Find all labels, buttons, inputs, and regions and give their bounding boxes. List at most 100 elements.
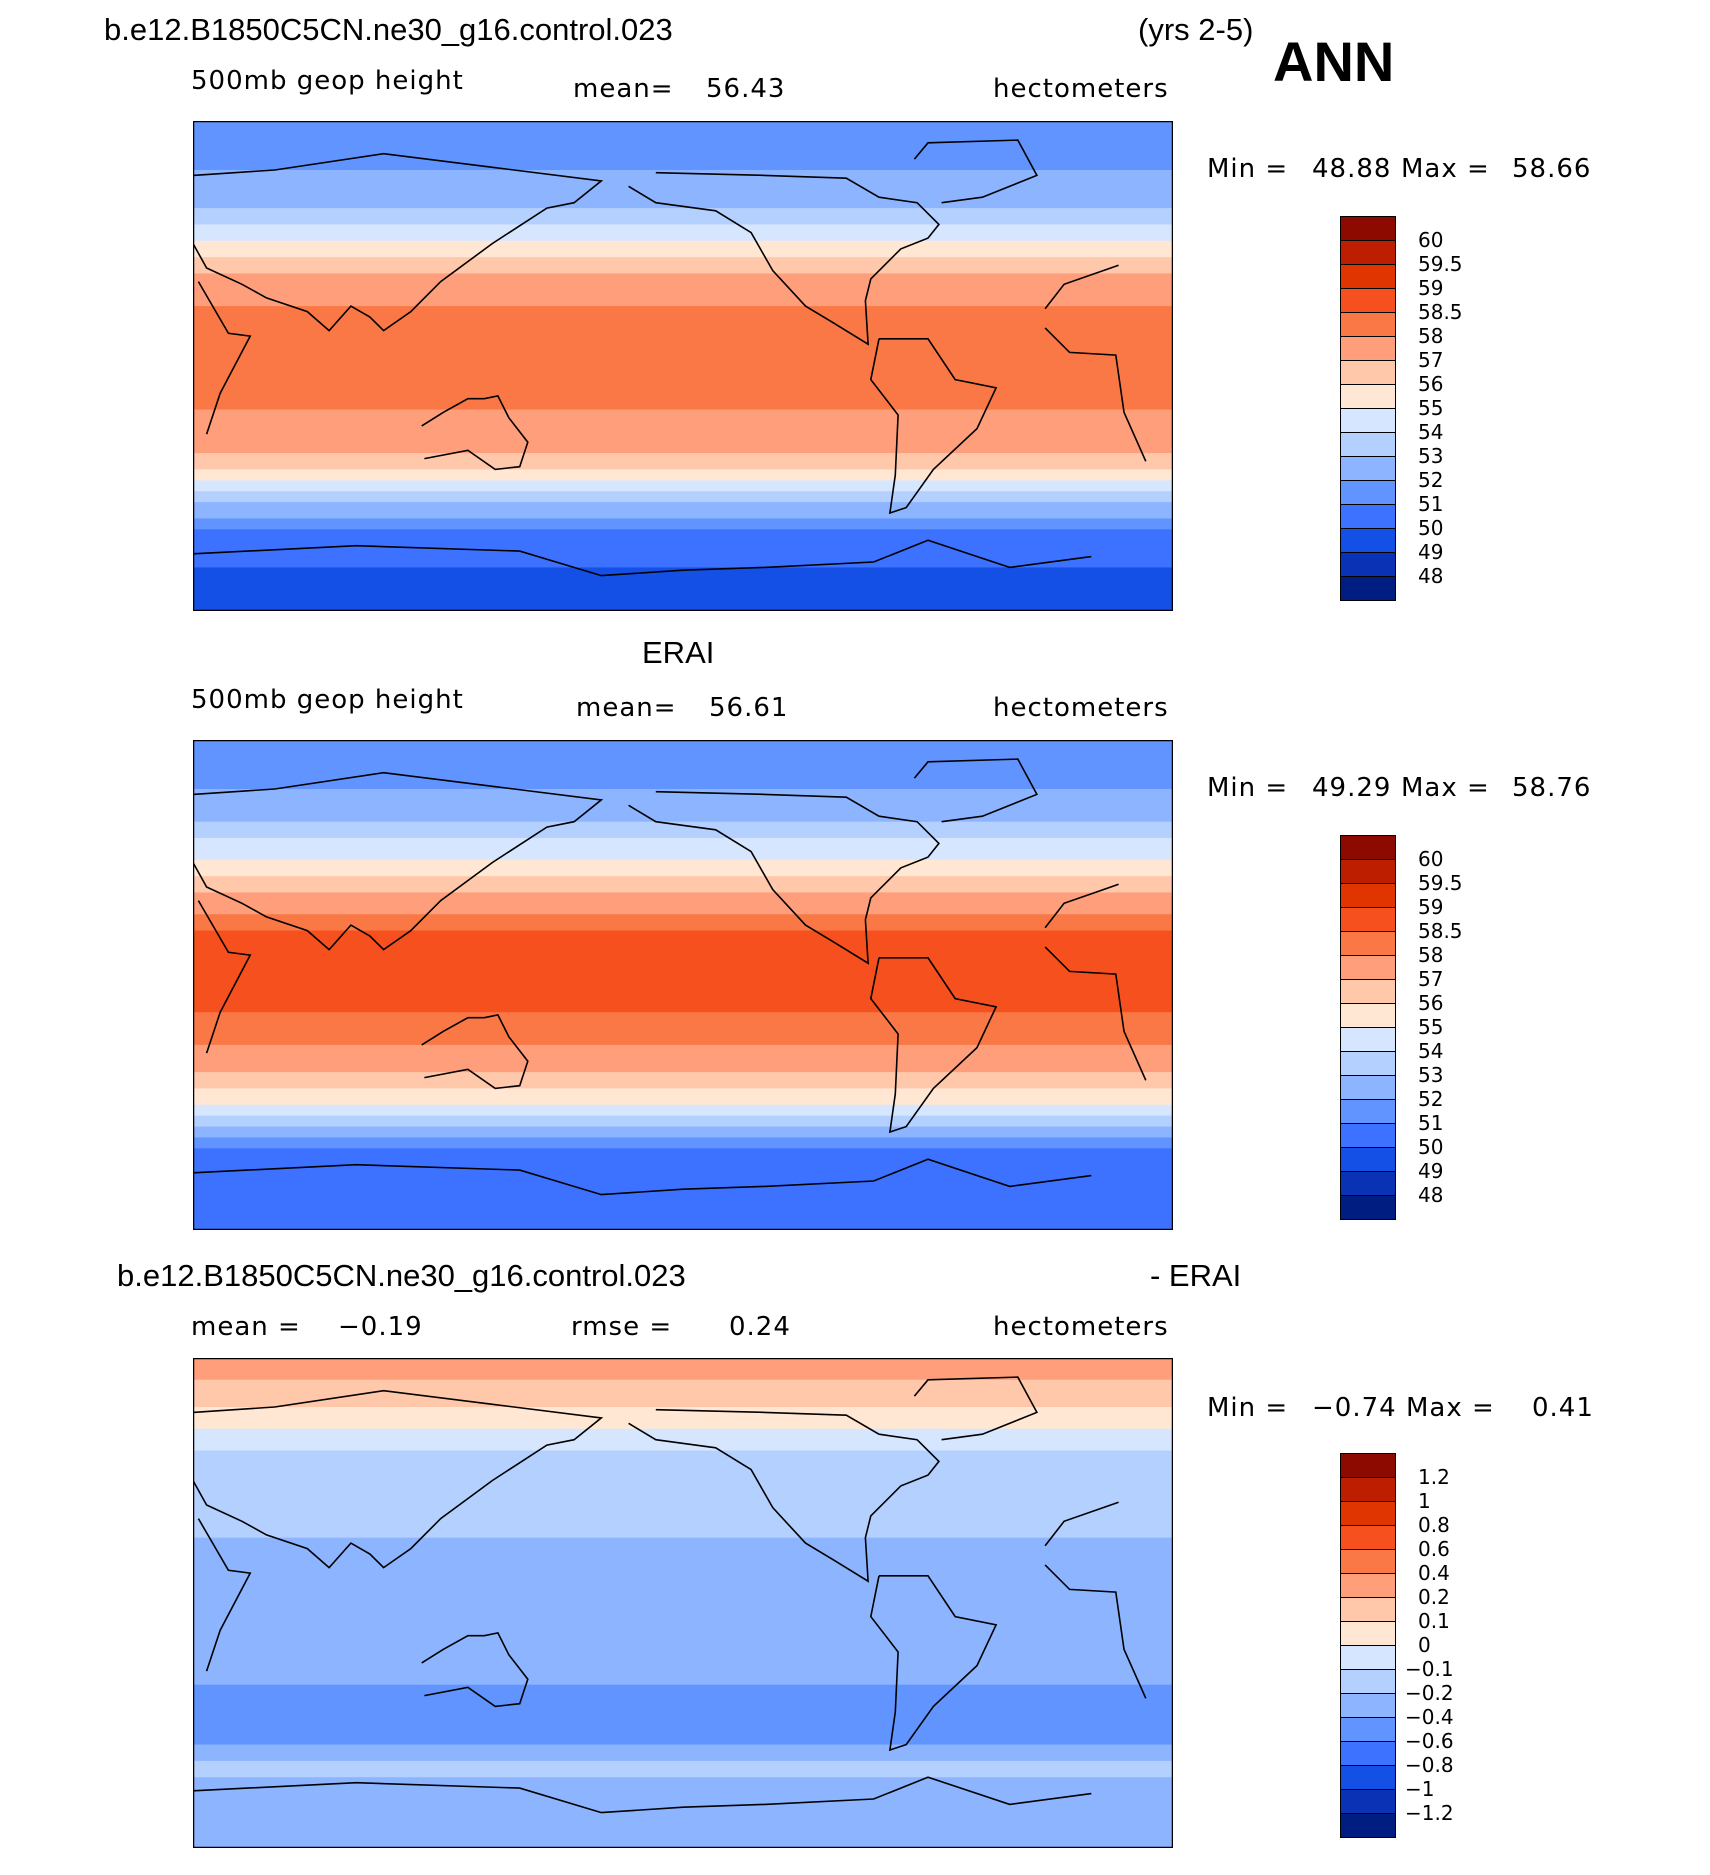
colorbar-box bbox=[1340, 1123, 1396, 1148]
colorbar-box bbox=[1340, 1789, 1396, 1814]
greenland-outline bbox=[913, 758, 1039, 823]
contour-band bbox=[193, 213, 1173, 220]
contour-band bbox=[193, 409, 1173, 416]
contour-band bbox=[193, 1515, 1173, 1522]
contour-band bbox=[193, 1782, 1173, 1789]
contour-band bbox=[193, 317, 1173, 324]
contour-band bbox=[193, 1153, 1173, 1160]
contour-band bbox=[193, 1771, 1173, 1778]
contour-band bbox=[193, 1472, 1173, 1479]
contour-band bbox=[193, 919, 1173, 926]
colorbar-box bbox=[1340, 576, 1396, 601]
contour-band bbox=[193, 925, 1173, 932]
contour-band bbox=[193, 507, 1173, 514]
colorbar-box bbox=[1340, 835, 1396, 860]
contour-band bbox=[193, 246, 1173, 253]
colorbar-tick-label: 48 bbox=[1418, 1183, 1444, 1207]
colorbar-box bbox=[1340, 432, 1396, 457]
contour-band bbox=[193, 1061, 1173, 1068]
contour-band bbox=[193, 827, 1173, 834]
rmse-label: rmse = bbox=[571, 1312, 673, 1342]
contour-band bbox=[193, 180, 1173, 187]
greenland-outline bbox=[913, 139, 1039, 204]
contour-band bbox=[193, 1532, 1173, 1539]
contour-band bbox=[193, 941, 1173, 948]
contour-band bbox=[193, 496, 1173, 503]
contour-band bbox=[193, 1175, 1173, 1182]
years-label: (yrs 2-5) bbox=[1138, 12, 1254, 47]
contour-band bbox=[193, 946, 1173, 953]
colorbar-tick-label: 51 bbox=[1418, 492, 1444, 516]
contour-band bbox=[193, 474, 1173, 481]
contour-band bbox=[193, 327, 1173, 334]
colorbar-tick-label: 57 bbox=[1418, 348, 1444, 372]
contour-band bbox=[193, 1208, 1173, 1215]
contour-band bbox=[193, 562, 1173, 569]
mean-label: mean= bbox=[576, 693, 677, 723]
colorbar-tick-label: 50 bbox=[1418, 516, 1444, 540]
north-america-outline bbox=[628, 790, 940, 965]
contour-band bbox=[193, 1788, 1173, 1795]
colorbar-tick-label: 59 bbox=[1418, 895, 1444, 919]
colorbar-tick-label: 58 bbox=[1418, 943, 1444, 967]
contour-band bbox=[193, 1548, 1173, 1555]
colorbar-tick-label: −0.1 bbox=[1405, 1657, 1454, 1681]
contour-band bbox=[193, 1093, 1173, 1100]
units-label: hectometers bbox=[993, 74, 1169, 104]
contour-band bbox=[193, 278, 1173, 285]
contour-band bbox=[193, 1619, 1173, 1626]
colorbar-box bbox=[1340, 1027, 1396, 1052]
min-value: 49.29 bbox=[1312, 773, 1392, 803]
contour-band bbox=[193, 1401, 1173, 1408]
colorbar-box bbox=[1340, 552, 1396, 577]
contour-band bbox=[193, 556, 1173, 563]
map-difference bbox=[193, 1358, 1173, 1848]
contour-band bbox=[193, 464, 1173, 471]
south-america-outline bbox=[869, 1575, 998, 1752]
contour-band bbox=[193, 126, 1173, 133]
contour-band bbox=[193, 854, 1173, 861]
colorbar-tick-label: 58.5 bbox=[1418, 300, 1463, 324]
contour-band bbox=[193, 420, 1173, 427]
colorbar-tick-label: 55 bbox=[1418, 396, 1444, 420]
contour-band bbox=[193, 995, 1173, 1002]
contour-band bbox=[193, 159, 1173, 166]
contour-band bbox=[193, 1028, 1173, 1035]
contour-band bbox=[193, 1417, 1173, 1424]
colorbar-tick-label: 0.1 bbox=[1418, 1609, 1450, 1633]
colorbar-box bbox=[1340, 408, 1396, 433]
eurasia-outline bbox=[193, 152, 604, 332]
contour-band bbox=[193, 153, 1173, 160]
colorbar-box bbox=[1340, 1573, 1396, 1598]
colorbar-tick-label: 60 bbox=[1418, 847, 1444, 871]
contour-band bbox=[193, 1793, 1173, 1800]
contour-band bbox=[193, 322, 1173, 329]
max-label: Max = bbox=[1401, 154, 1490, 184]
contour-band bbox=[193, 1597, 1173, 1604]
contour-band bbox=[193, 371, 1173, 378]
colorbar-tick-label: 0.6 bbox=[1418, 1537, 1450, 1561]
contour-band bbox=[193, 121, 1173, 128]
contour-band bbox=[193, 887, 1173, 894]
contour-band bbox=[193, 583, 1173, 590]
colorbar-tick-label: 49 bbox=[1418, 540, 1444, 564]
contour-band bbox=[193, 756, 1173, 763]
colorbar-tick-label: 0.8 bbox=[1418, 1513, 1450, 1537]
contour-band bbox=[193, 376, 1173, 383]
min-value: 48.88 bbox=[1312, 154, 1392, 184]
colorbar-box bbox=[1340, 1645, 1396, 1670]
diff-title: b.e12.B1850C5CN.ne30_g16.control.023 bbox=[117, 1258, 686, 1293]
contour-band bbox=[193, 518, 1173, 525]
colorbar-model: 60 59.5 59 58.5 58 57 56 55 54 53 52 51 50 49 48 bbox=[1340, 216, 1463, 601]
colorbar-tick-label: −0.6 bbox=[1405, 1729, 1454, 1753]
contour-band bbox=[193, 1132, 1173, 1139]
contour-band bbox=[193, 1722, 1173, 1729]
contour-band bbox=[193, 1831, 1173, 1838]
contour-band bbox=[193, 164, 1173, 171]
contour-band bbox=[193, 1181, 1173, 1188]
contour-band bbox=[193, 870, 1173, 877]
colorbar-tick-label: 56 bbox=[1418, 991, 1444, 1015]
contour-band bbox=[193, 1126, 1173, 1133]
colorbar-box bbox=[1340, 859, 1396, 884]
colorbar-erai: 60 59.5 59 58.5 58 57 56 55 54 53 52 51 50 49 48 bbox=[1340, 835, 1463, 1220]
